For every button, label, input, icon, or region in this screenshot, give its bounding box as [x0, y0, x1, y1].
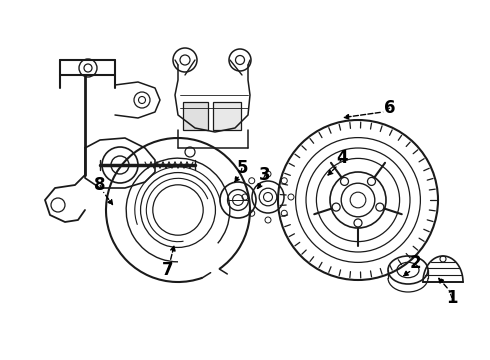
Circle shape	[354, 219, 362, 227]
Bar	[213, 102, 241, 130]
Circle shape	[341, 177, 348, 185]
Text: 6: 6	[384, 99, 396, 117]
Circle shape	[376, 203, 384, 211]
Text: 7: 7	[162, 261, 174, 279]
Text: 4: 4	[336, 149, 348, 167]
Circle shape	[368, 177, 375, 185]
Text: 3: 3	[259, 166, 271, 184]
Bar	[183, 102, 208, 130]
Text: 8: 8	[94, 176, 106, 194]
Text: 5: 5	[236, 159, 248, 177]
Text: 1: 1	[446, 289, 458, 307]
Circle shape	[332, 203, 340, 211]
Text: 2: 2	[409, 254, 421, 272]
